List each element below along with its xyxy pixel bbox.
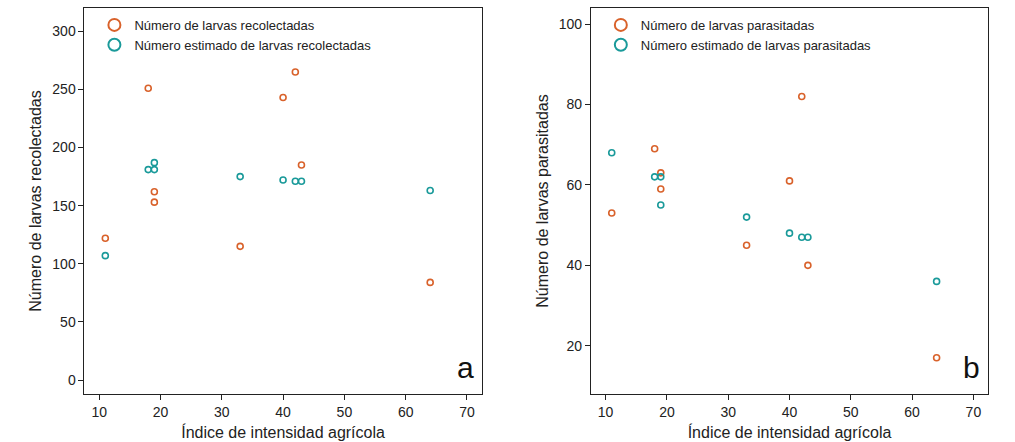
- svg-text:60: 60: [398, 404, 414, 420]
- svg-text:10: 10: [91, 404, 107, 420]
- svg-text:Índice de intensidad agrícola: Índice de intensidad agrícola: [181, 423, 385, 441]
- svg-text:100: 100: [52, 256, 76, 272]
- svg-text:b: b: [963, 351, 980, 384]
- svg-text:30: 30: [720, 404, 736, 420]
- svg-text:50: 50: [60, 314, 76, 330]
- svg-text:Número estimado de larvas para: Número estimado de larvas parasitadas: [641, 38, 871, 53]
- svg-text:Número de larvas recolectadas: Número de larvas recolectadas: [134, 18, 314, 33]
- svg-text:80: 80: [567, 96, 583, 112]
- svg-text:40: 40: [275, 404, 291, 420]
- svg-text:Número de larvas parasitadas: Número de larvas parasitadas: [534, 94, 551, 307]
- svg-text:a: a: [457, 351, 474, 384]
- svg-text:60: 60: [904, 404, 920, 420]
- svg-text:300: 300: [52, 23, 76, 39]
- svg-text:20: 20: [567, 338, 583, 354]
- svg-text:200: 200: [52, 139, 76, 155]
- svg-text:Número estimado de larvas reco: Número estimado de larvas recolectadas: [134, 38, 371, 53]
- svg-text:100: 100: [559, 16, 583, 32]
- svg-text:20: 20: [153, 404, 169, 420]
- svg-text:10: 10: [598, 404, 614, 420]
- svg-text:40: 40: [782, 404, 798, 420]
- svg-text:20: 20: [659, 404, 675, 420]
- svg-text:70: 70: [966, 404, 982, 420]
- svg-text:40: 40: [567, 257, 583, 273]
- svg-text:50: 50: [337, 404, 353, 420]
- svg-text:Número de larvas recolectadas: Número de larvas recolectadas: [27, 90, 44, 311]
- svg-text:Número de larvas parasitadas: Número de larvas parasitadas: [641, 18, 815, 33]
- svg-text:150: 150: [52, 198, 76, 214]
- svg-text:0: 0: [68, 372, 76, 388]
- svg-text:50: 50: [843, 404, 859, 420]
- svg-text:70: 70: [459, 404, 475, 420]
- svg-text:30: 30: [214, 404, 230, 420]
- svg-text:60: 60: [567, 177, 583, 193]
- svg-text:250: 250: [52, 81, 76, 97]
- svg-text:Índice de intensidad agrícola: Índice de intensidad agrícola: [688, 423, 892, 441]
